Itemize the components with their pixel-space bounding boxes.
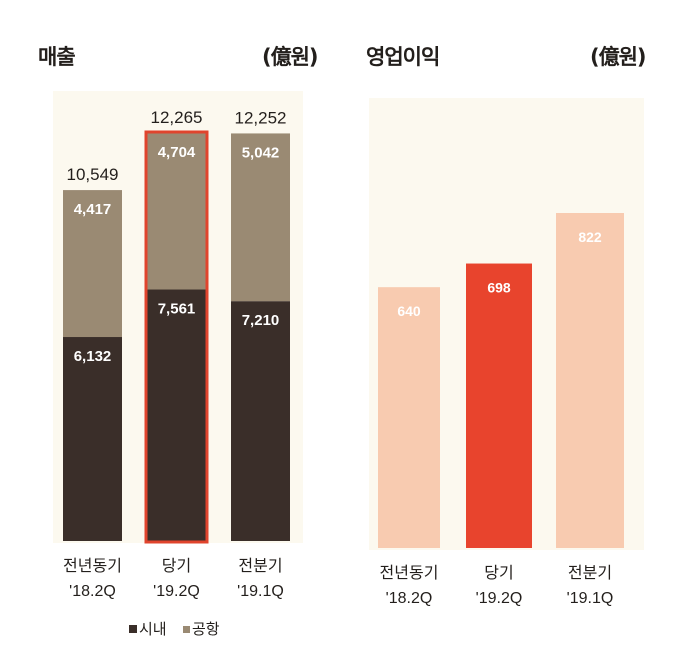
legend-label-airport: 공항 [192,621,220,638]
bar-label-domestic: 7,210 [242,312,280,329]
bar-total-label: 12,252 [235,108,287,127]
bar-label-op-profit: 822 [578,229,602,245]
bar-op-profit [466,263,532,548]
x-tick-label: 전분기 [238,557,282,575]
x-tick-sublabel: '18.2Q [386,590,433,607]
x-tick-label: 당기 [484,564,513,582]
x-tick-label: 전년동기 [63,557,122,575]
op-profit-title: 영업이익 [366,45,440,69]
sales-title: 매출 [38,45,76,69]
bar-domestic [231,301,290,541]
bar-airport [147,133,206,290]
x-tick-sublabel: '18.2Q [69,583,116,600]
bar-domestic [63,337,122,541]
x-tick-sublabel: '19.2Q [153,583,200,600]
bar-total-label: 12,265 [151,108,203,127]
sales-unit: (億원) [262,45,319,69]
x-tick-sublabel: '19.1Q [237,583,284,600]
bar-airport [63,190,122,338]
x-tick-label: 전분기 [568,564,612,582]
bar-label-airport: 4,704 [158,144,196,161]
bar-total-label: 10,549 [67,165,119,184]
bar-label-domestic: 7,561 [158,300,196,317]
bar-domestic [147,289,206,541]
op-profit-unit: (億원) [590,45,647,69]
bar-label-domestic: 6,132 [74,348,112,365]
legend-label-domestic: 시내 [139,621,167,638]
bar-label-airport: 4,417 [74,201,112,218]
bar-op-profit [378,287,440,548]
bar-label-op-profit: 640 [397,303,421,319]
x-tick-label: 전년동기 [380,564,439,582]
bar-label-airport: 5,042 [242,144,280,161]
bar-op-profit [556,213,624,548]
bar-airport [231,133,290,302]
bar-label-op-profit: 698 [487,280,511,296]
legend-swatch-domestic [129,625,137,633]
highlight-border [144,130,209,544]
x-tick-sublabel: '19.2Q [476,590,523,607]
x-tick-label: 당기 [162,557,191,575]
x-tick-sublabel: '19.1Q [567,590,614,607]
legend-swatch-airport [183,626,190,633]
